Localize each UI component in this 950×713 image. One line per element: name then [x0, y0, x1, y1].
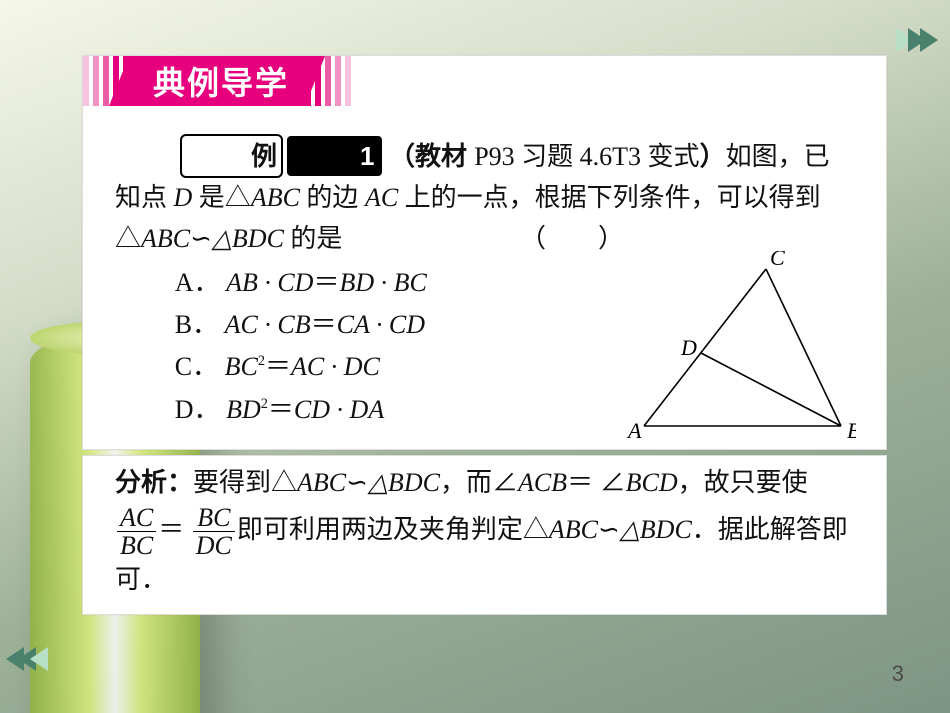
stem-var: △BDC	[212, 224, 284, 253]
fraction-2: BC DC	[193, 504, 235, 560]
title-bar	[93, 56, 99, 106]
svg-text:C: C	[770, 251, 785, 270]
stem-text: 是△	[192, 183, 251, 212]
title-bar	[345, 56, 351, 106]
source-prefix: （教材	[389, 141, 474, 171]
triangle-figure: A B C D	[626, 251, 856, 441]
svg-text:D: D	[680, 335, 697, 360]
chevron-right-icon	[920, 28, 938, 52]
arrow-prev[interactable]	[12, 647, 48, 671]
example-badge: 例1	[180, 142, 389, 171]
answer-blank: （ ）	[455, 219, 624, 259]
example-label: 例	[180, 134, 283, 178]
title-bar	[325, 56, 331, 106]
title-bar	[335, 56, 341, 106]
title-bar	[103, 56, 109, 106]
stem-var: D	[174, 183, 193, 212]
question-panel: 典例导学 例1 （教材 P93 习题 4.6T3 变式）如图，已知点 D 是△A…	[82, 55, 887, 450]
title-bar	[83, 56, 89, 106]
analysis-label: 分析：	[115, 467, 193, 497]
svg-text:B: B	[847, 418, 856, 441]
stem-var: ABC	[141, 224, 190, 253]
stem-text: 的边	[300, 183, 365, 212]
fraction-1: AC BC	[117, 504, 156, 560]
section-title: 典例导学	[153, 58, 289, 104]
source-suffix: ）	[700, 141, 726, 171]
stem-sim: ∽	[190, 224, 212, 253]
example-number: 1	[287, 136, 382, 176]
arrow-next[interactable]	[902, 28, 938, 52]
section-title-block: 典例导学	[123, 56, 311, 106]
analysis-text: 分析：要得到△ABC∽△BDC，而∠ACB＝ ∠BCD，故只要使 AC BC ＝…	[115, 462, 854, 601]
chevron-left-icon	[30, 647, 48, 671]
stem-text: 的是	[284, 224, 343, 253]
analysis-panel: 分析：要得到△ABC∽△BDC，而∠ACB＝ ∠BCD，故只要使 AC BC ＝…	[82, 455, 887, 615]
svg-text:A: A	[626, 418, 642, 441]
stem-var: AC	[365, 183, 398, 212]
source-ref: P93 习题 4.6T3 变式	[474, 142, 699, 171]
section-title-strip: 典例导学	[83, 56, 483, 106]
page-number: 3	[892, 661, 904, 687]
stem-var: ABC	[251, 183, 300, 212]
